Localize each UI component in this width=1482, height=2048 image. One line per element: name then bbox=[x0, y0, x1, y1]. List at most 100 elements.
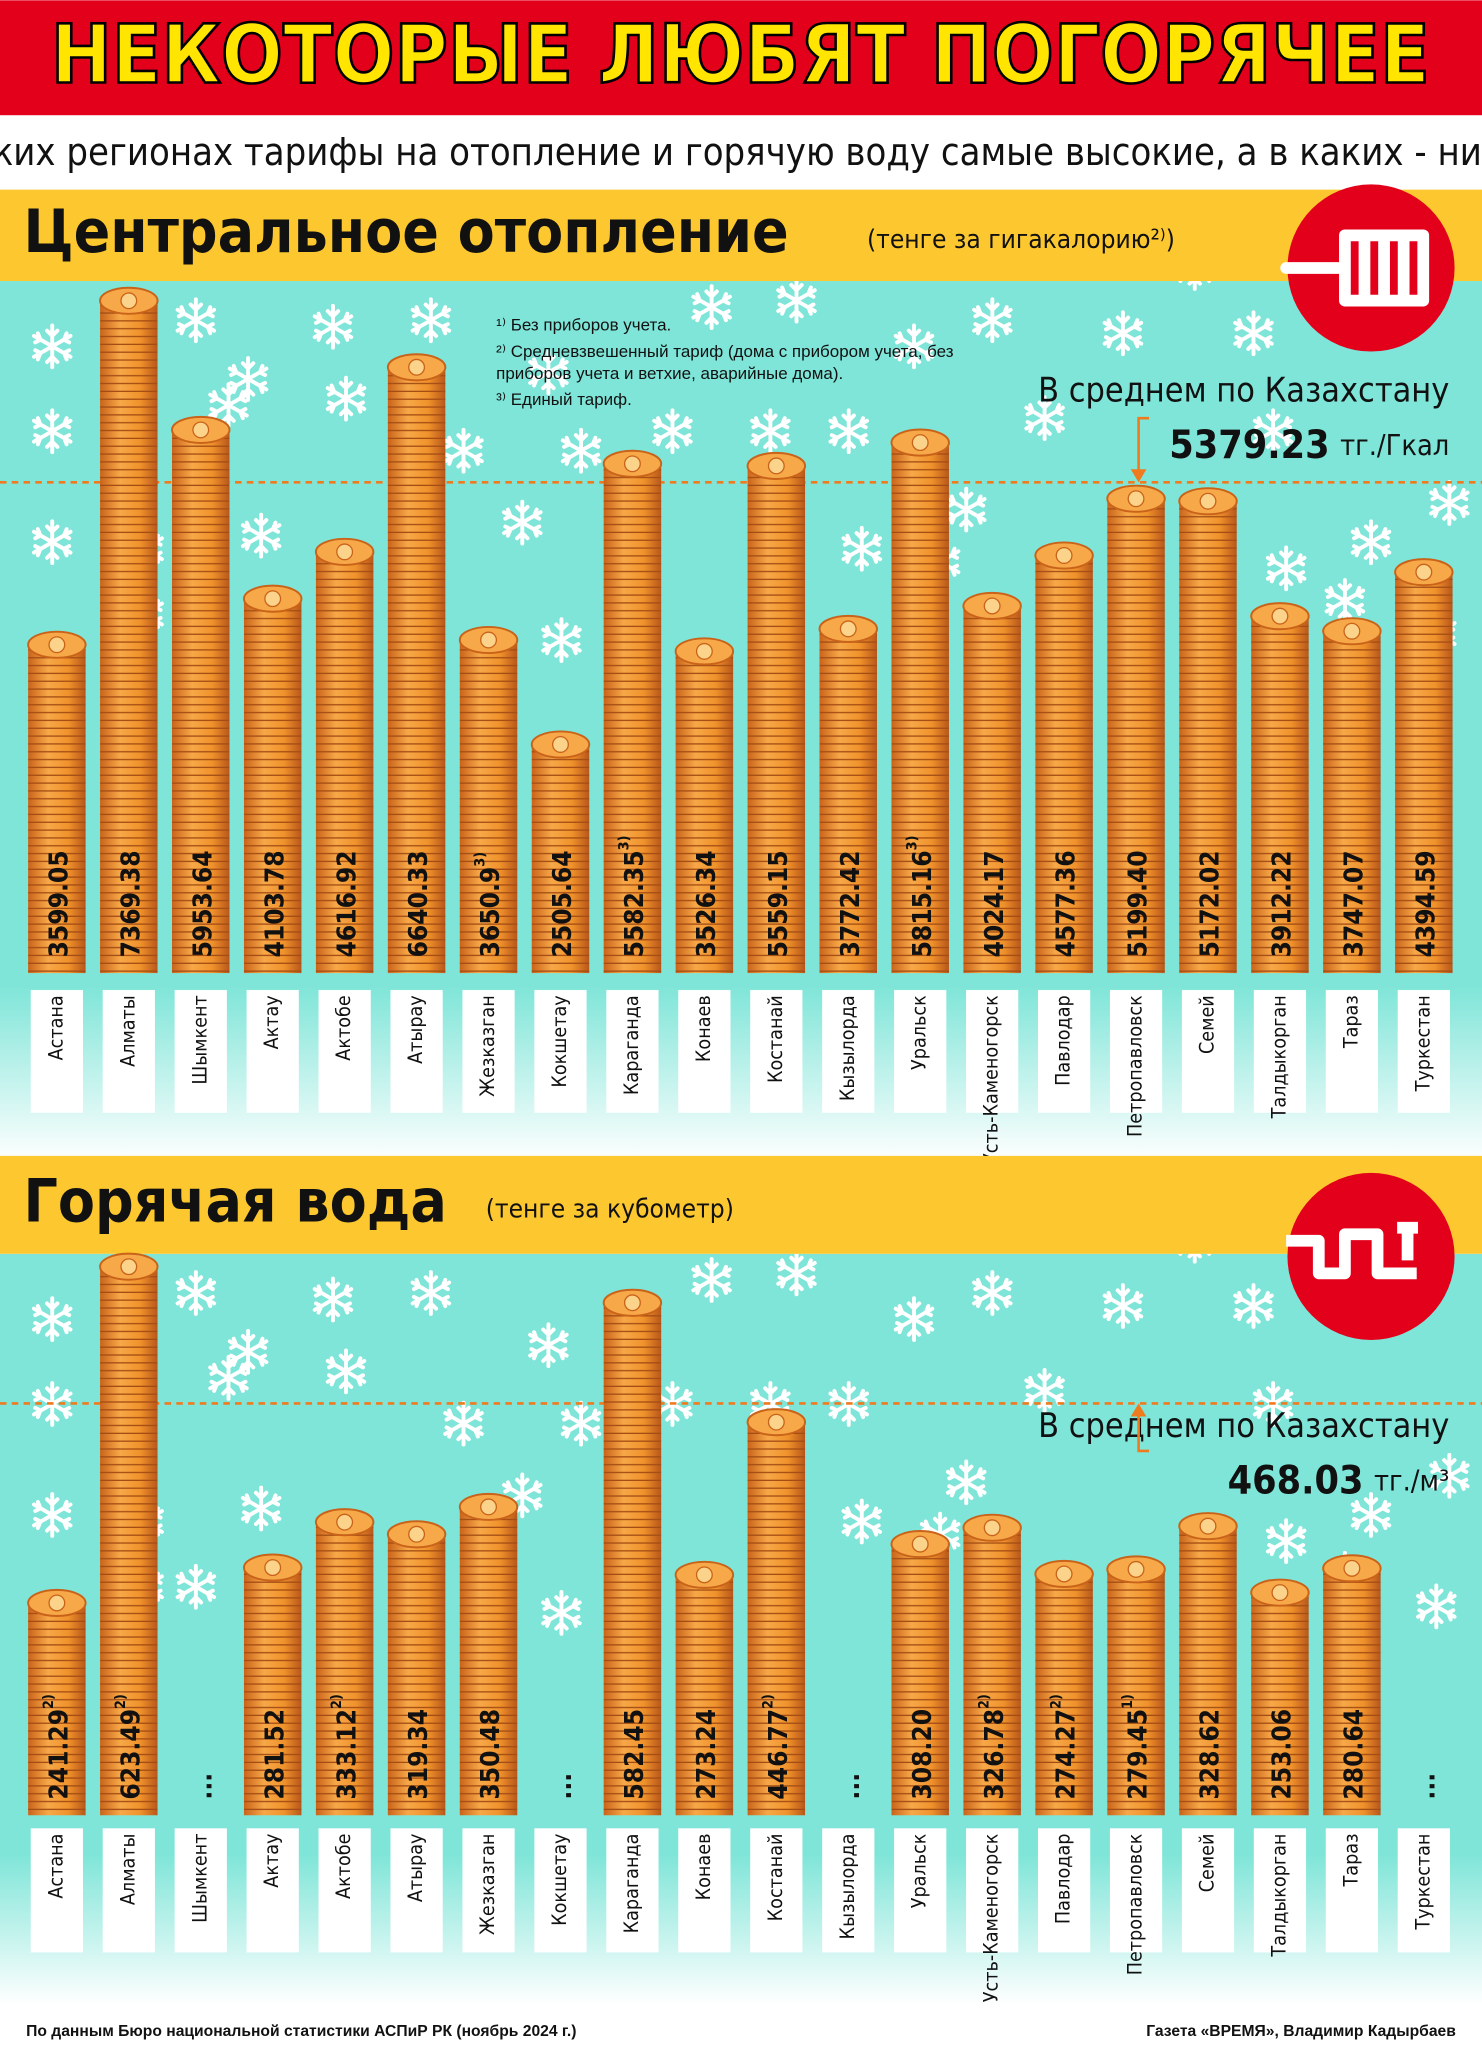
value-label: 350.48 bbox=[476, 1709, 506, 1800]
value-text: 446.77 bbox=[763, 1709, 793, 1800]
x-tick-label: Атырау bbox=[404, 995, 427, 1064]
x-tick-label: Алматы bbox=[116, 995, 139, 1067]
value-label: 4024.17 bbox=[979, 850, 1009, 957]
bar-stripes bbox=[459, 640, 518, 974]
value-text: 4616.92 bbox=[332, 850, 362, 957]
credit: Газета «ВРЕМЯ», Владимир Кадырбаев bbox=[1146, 2023, 1456, 2040]
value-text: 6640.33 bbox=[404, 850, 434, 957]
value-text: 3599.05 bbox=[44, 850, 74, 957]
bar-stripes bbox=[747, 1422, 806, 1816]
value-label: 3526.34 bbox=[691, 850, 721, 957]
bar-stripes bbox=[675, 1574, 734, 1816]
label-box bbox=[534, 1828, 587, 1953]
coin-emblem bbox=[480, 1498, 498, 1516]
icon-circle bbox=[1287, 184, 1455, 352]
value-label: 4394.59 bbox=[1411, 850, 1441, 957]
note: ¹⁾ Без приборов учета. bbox=[496, 314, 672, 335]
coin-emblem bbox=[264, 1559, 282, 1577]
value-text: 281.52 bbox=[260, 1709, 290, 1800]
footnote-mark: 3) bbox=[473, 852, 489, 867]
x-tick-label: Конаев bbox=[692, 995, 715, 1062]
value-label: 273.24 bbox=[691, 1709, 721, 1800]
x-tick-label: Талдыкорган bbox=[1267, 1834, 1290, 1958]
coin-emblem bbox=[48, 1594, 66, 1612]
chart-unit: (тенге за гигакалорию²⁾) bbox=[867, 225, 1175, 255]
label-box bbox=[246, 1828, 299, 1953]
radiator-icon bbox=[1280, 229, 1430, 307]
value-label: 623.492) bbox=[113, 1694, 146, 1800]
value-label: 3772.42 bbox=[835, 850, 865, 957]
average-arrow bbox=[1137, 416, 1150, 472]
bar-stripes bbox=[100, 300, 158, 974]
bar-stripes bbox=[1179, 501, 1237, 974]
note: ²⁾ Средневзвешенный тариф (дома с прибор… bbox=[496, 341, 954, 383]
bar-stripes bbox=[963, 1527, 1021, 1816]
value-text: 2505.64 bbox=[548, 850, 578, 957]
value-label: 5815.163) bbox=[904, 836, 937, 958]
value-label: 279.451) bbox=[1120, 1694, 1153, 1800]
label-box bbox=[30, 1828, 83, 1953]
coin-emblem bbox=[1343, 1559, 1361, 1577]
x-tick-label: Усть-Каменогорск bbox=[980, 995, 1003, 1164]
coin-emblem bbox=[120, 292, 138, 310]
value-label: 582.45 bbox=[620, 1709, 650, 1800]
coin-emblem bbox=[1271, 1584, 1289, 1602]
label-box bbox=[1181, 990, 1235, 1113]
bar-stripes bbox=[1251, 1592, 1309, 1816]
bar-stripes bbox=[243, 598, 302, 974]
value-label: 3912.22 bbox=[1267, 850, 1297, 957]
value-text: 333.12 bbox=[332, 1709, 362, 1800]
x-tick-label: Актау bbox=[260, 1834, 283, 1888]
average-value: 5379.23 тг./Гкал bbox=[1169, 422, 1449, 467]
value-text: 3526.34 bbox=[691, 850, 721, 957]
bar-stripes bbox=[1107, 1569, 1165, 1816]
value-text: 5559.15 bbox=[763, 850, 793, 957]
value-label: 308.20 bbox=[907, 1709, 937, 1800]
x-tick-label: Жезказган bbox=[476, 995, 499, 1097]
arrow-head bbox=[1130, 469, 1147, 483]
bar-stripes bbox=[315, 551, 374, 974]
label-box bbox=[750, 1828, 803, 1953]
x-tick-label: Актау bbox=[260, 995, 283, 1049]
coin-emblem bbox=[767, 1413, 785, 1431]
coin-emblem bbox=[983, 1519, 1001, 1537]
value-text: 5199.40 bbox=[1123, 850, 1153, 957]
x-tick-label: Уральск bbox=[908, 1833, 931, 1908]
bar-stripes bbox=[819, 628, 877, 974]
x-tick-label: Талдыкорган bbox=[1267, 995, 1290, 1119]
label-box bbox=[318, 1828, 371, 1953]
value-label: 328.62 bbox=[1195, 1709, 1225, 1800]
coin-emblem bbox=[767, 457, 785, 475]
bar-stripes bbox=[891, 442, 949, 974]
value-text: ... bbox=[548, 1773, 578, 1800]
coin-emblem bbox=[1343, 622, 1361, 640]
coin-emblem bbox=[1271, 607, 1289, 625]
footnote-mark: 2) bbox=[760, 1694, 776, 1709]
footnote-mark: 3) bbox=[904, 836, 920, 851]
coin-emblem bbox=[911, 434, 929, 452]
bar-stripes bbox=[891, 1544, 949, 1816]
bar-stripes bbox=[531, 744, 590, 974]
icon-circle bbox=[1287, 1172, 1455, 1340]
label-box bbox=[390, 1828, 443, 1953]
x-tick-label: Шымкент bbox=[188, 995, 211, 1084]
value-label: 6640.33 bbox=[404, 850, 434, 957]
value-label: 319.34 bbox=[404, 1709, 434, 1800]
label-box bbox=[462, 990, 515, 1113]
x-tick-label: Астана bbox=[44, 1834, 67, 1899]
value-label: ... bbox=[548, 1773, 578, 1800]
value-label: 4577.36 bbox=[1051, 850, 1081, 957]
value-text: 4394.59 bbox=[1411, 850, 1441, 957]
bar-stripes bbox=[747, 465, 806, 974]
value-text: 241.29 bbox=[44, 1709, 74, 1800]
source: По данным Бюро национальной статистики А… bbox=[26, 2023, 576, 2040]
bar-stripes bbox=[1035, 555, 1093, 974]
value-text: ... bbox=[188, 1773, 218, 1800]
label-box bbox=[1037, 1828, 1091, 1953]
value-text: 4024.17 bbox=[979, 850, 1009, 957]
value-label: 5199.40 bbox=[1123, 850, 1153, 957]
coin-emblem bbox=[192, 421, 210, 439]
coin-emblem bbox=[911, 1535, 929, 1553]
value-text: 328.62 bbox=[1195, 1709, 1225, 1800]
